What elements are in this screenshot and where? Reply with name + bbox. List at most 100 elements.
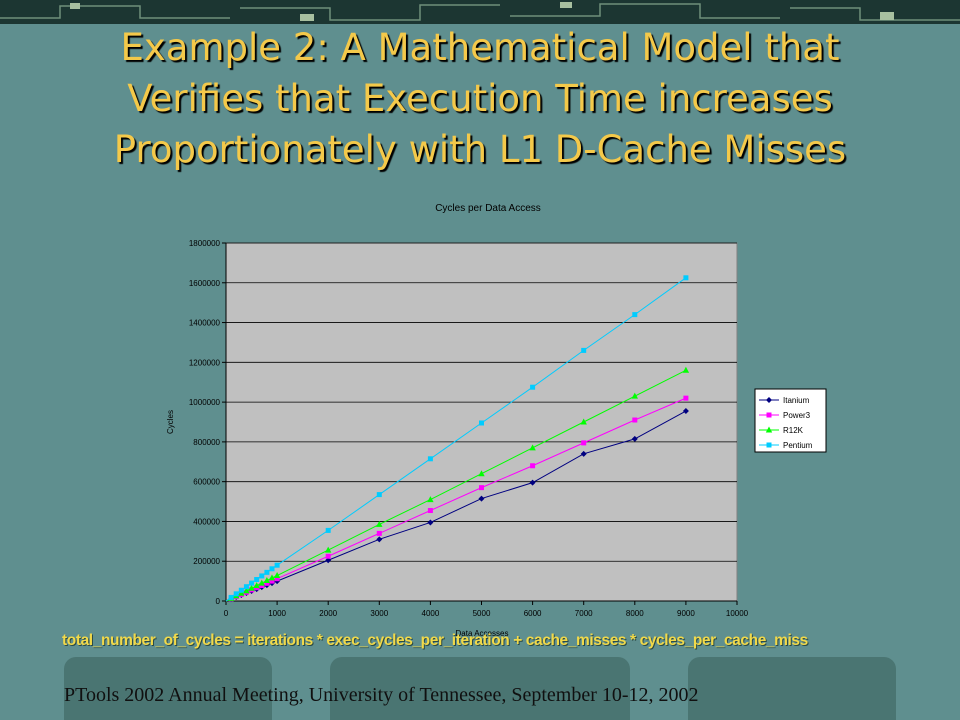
legend-power3-point bbox=[766, 412, 772, 418]
x-tick-label: 6000 bbox=[524, 609, 542, 618]
legend-label-itanium: Itanium bbox=[783, 396, 810, 405]
pentium-point bbox=[233, 591, 239, 597]
legend-r12k-point bbox=[765, 426, 773, 433]
slide-title-line-2: Verifies that Execution Time increases bbox=[127, 77, 833, 120]
legend-label-pentium: Pentium bbox=[783, 441, 813, 450]
power3-point bbox=[530, 463, 536, 469]
r12k-point bbox=[253, 582, 260, 589]
x-tick-label: 4000 bbox=[422, 609, 440, 618]
power3-point bbox=[269, 578, 275, 584]
pentium-point bbox=[530, 384, 536, 390]
x-tick-label: 9000 bbox=[677, 609, 695, 618]
pentium-point bbox=[264, 569, 270, 575]
pentium-point bbox=[632, 312, 638, 318]
r12k-point bbox=[376, 520, 383, 527]
x-tick-label: 5000 bbox=[473, 609, 491, 618]
y-tick-label: 1400000 bbox=[189, 319, 221, 328]
itanium-point bbox=[427, 519, 434, 526]
legend-pentium-point bbox=[766, 442, 772, 448]
power3-point bbox=[427, 508, 433, 514]
y-tick-label: 1000000 bbox=[189, 398, 221, 407]
pentium-point bbox=[581, 347, 587, 353]
x-tick-label: 3000 bbox=[370, 609, 388, 618]
r12k-point bbox=[529, 444, 536, 451]
y-axis-ticks: 0 200000 400000 600000 800000 1000000 1200000 1… bbox=[189, 239, 226, 606]
pentium-point bbox=[249, 580, 255, 586]
power3-point bbox=[264, 580, 270, 586]
itanium-point bbox=[631, 435, 638, 442]
y-tick-label: 600000 bbox=[193, 478, 220, 487]
power3-point bbox=[274, 576, 280, 582]
x-tick-label: 0 bbox=[224, 609, 229, 618]
pentium-point bbox=[274, 562, 280, 568]
x-tick-label: 1000 bbox=[268, 609, 286, 618]
circuit-pattern-graphic bbox=[0, 0, 960, 24]
y-tick-label: 400000 bbox=[193, 517, 220, 526]
pentium-point bbox=[254, 577, 260, 583]
x-tick-label: 7000 bbox=[575, 609, 593, 618]
pentium-point bbox=[259, 573, 265, 579]
itanium-point bbox=[376, 536, 383, 543]
r12k-point bbox=[263, 577, 271, 584]
chart-title: Cycles per Data Access bbox=[435, 203, 541, 214]
series-pentium bbox=[225, 275, 689, 602]
pentium-point bbox=[325, 527, 331, 533]
pentium-point bbox=[243, 584, 249, 590]
footer-panel-left bbox=[64, 657, 272, 720]
r12k-point bbox=[580, 418, 587, 425]
power3-point bbox=[325, 553, 331, 559]
chart-panel: Cycles per Data Access 0 200000 400000 6000… bbox=[160, 193, 840, 643]
cycles-chart: Cycles per Data Access 0 200000 400000 6000… bbox=[166, 203, 827, 638]
power3-point bbox=[376, 530, 382, 536]
y-tick-label: 1800000 bbox=[189, 239, 221, 248]
power3-point bbox=[632, 417, 638, 423]
pentium-point bbox=[238, 587, 244, 593]
x-tick-label: 2000 bbox=[319, 609, 337, 618]
legend-label-r12k: R12K bbox=[783, 426, 804, 435]
r12k-point bbox=[258, 579, 265, 586]
power3-point bbox=[683, 395, 689, 401]
pentium-point bbox=[228, 594, 234, 600]
r12k-point bbox=[248, 584, 255, 591]
footer-panel-middle bbox=[330, 657, 630, 720]
itanium-point bbox=[478, 495, 485, 502]
r12k-point bbox=[478, 470, 485, 477]
r12k-point bbox=[325, 546, 332, 553]
y-axis-label: Cycles bbox=[166, 410, 175, 434]
legend-itanium-point bbox=[766, 397, 772, 403]
power3-point bbox=[581, 440, 587, 446]
chart-legend: Itanium Power3 R12K Pentium bbox=[754, 388, 827, 453]
r12k-point bbox=[243, 587, 250, 594]
power3-point bbox=[479, 485, 484, 491]
y-tick-label: 800000 bbox=[193, 438, 220, 447]
x-tick-label: 8000 bbox=[626, 609, 644, 618]
y-tick-label: 1600000 bbox=[189, 279, 221, 288]
footer-panel-right bbox=[688, 657, 896, 720]
pentium-point bbox=[427, 456, 433, 462]
gridlines bbox=[226, 242, 737, 562]
pentium-point bbox=[376, 492, 382, 498]
r12k-point bbox=[682, 366, 690, 373]
r12k-point bbox=[427, 496, 434, 503]
slide-title-line-1: Example 2: A Mathematical Model that bbox=[120, 26, 840, 69]
pentium-point bbox=[269, 566, 275, 572]
x-axis-label: Data Accesses bbox=[456, 629, 509, 638]
y-tick-label: 1200000 bbox=[189, 358, 221, 367]
slide-title: Example 2: A Mathematical Model that Ver… bbox=[40, 22, 920, 175]
pentium-point bbox=[683, 275, 689, 281]
y-tick-label: 200000 bbox=[193, 557, 220, 566]
cycle-formula: total_number_of_cycles = iterations * ex… bbox=[62, 632, 808, 649]
itanium-point bbox=[682, 408, 689, 415]
series-layer bbox=[225, 275, 690, 603]
slide-title-line-3: Proportionately with L1 D-Cache Misses bbox=[113, 128, 847, 171]
circuit-board-banner bbox=[0, 0, 960, 24]
r12k-point bbox=[631, 392, 638, 399]
footer-text: PTools 2002 Annual Meeting, University o… bbox=[64, 684, 699, 706]
legend-label-power3: Power3 bbox=[783, 411, 811, 420]
r12k-point bbox=[268, 574, 276, 581]
x-tick-label: 10000 bbox=[726, 609, 749, 618]
y-tick-label: 0 bbox=[216, 597, 221, 606]
r12k-point bbox=[273, 572, 281, 579]
x-axis-ticks: 0 1000 2000 3000 4000 5000 6000 7000 8000 9000 100… bbox=[224, 601, 749, 618]
itanium-point bbox=[529, 479, 536, 486]
